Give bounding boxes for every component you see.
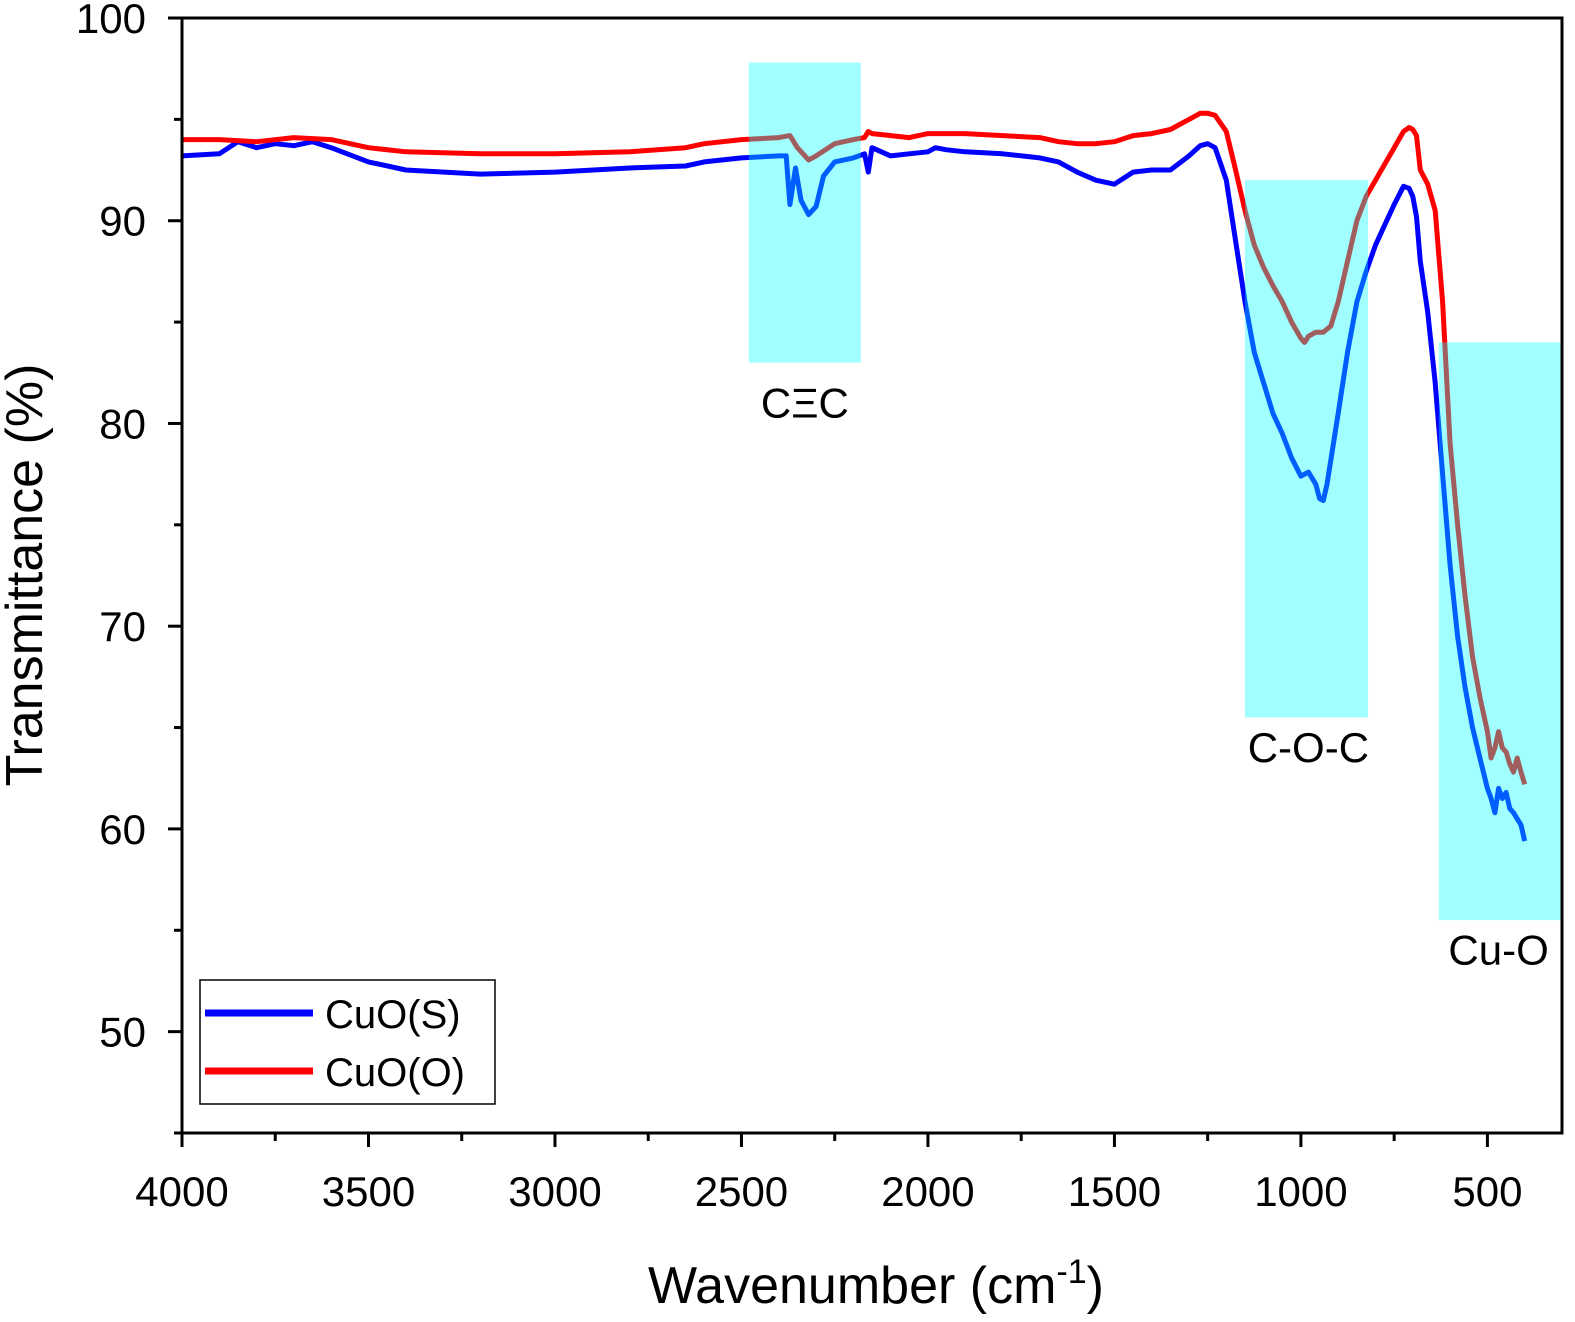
legend-box: [199, 979, 496, 1105]
x-axis: 4000 3500 3000 2500 2000 1500 1000 500: [135, 1133, 1522, 1215]
legend-label-cuo-o: CuO(O): [325, 1051, 465, 1095]
x-tick-label: 500: [1452, 1168, 1522, 1215]
band-c-o-c: [1244, 180, 1369, 718]
x-axis-title-main: Wavenumber (cm: [648, 1257, 1056, 1315]
x-tick-label: 1000: [1254, 1168, 1347, 1215]
x-tick-label: 3500: [322, 1168, 415, 1215]
y-axis-title: Transmittance (%): [0, 364, 54, 787]
x-tick-label: 4000: [135, 1168, 228, 1215]
y-tick-label: 100: [76, 0, 146, 42]
band-label-c-o-c: C-O-C: [1248, 724, 1369, 771]
y-tick-label: 60: [99, 806, 146, 853]
legend-label-cuo-s: CuO(S): [325, 993, 461, 1037]
legend: CuO(S) CuO(O): [199, 979, 496, 1105]
y-tick-label: 70: [99, 603, 146, 650]
annotation-labels: CΞC C-O-C Cu-O: [761, 379, 1549, 973]
band-label-c-c: CΞC: [761, 379, 849, 426]
x-axis-title-close: ): [1087, 1257, 1104, 1315]
x-tick-label: 1500: [1068, 1168, 1161, 1215]
x-tick-label: 2000: [881, 1168, 974, 1215]
series-lines: [181, 62, 1562, 921]
x-axis-title-superscript: -1: [1056, 1253, 1086, 1291]
band-label-cu-o: Cu-O: [1448, 927, 1548, 974]
x-tick-label: 2500: [695, 1168, 788, 1215]
x-axis-title: Wavenumber (cm-1): [648, 1253, 1104, 1315]
y-tick-label: 90: [99, 198, 146, 245]
y-axis: 50 60 70 80 90 100: [76, 0, 182, 1135]
y-tick-label: 80: [99, 400, 146, 447]
series-line-cuo-o: [182, 110, 1528, 786]
x-tick-label: 3000: [508, 1168, 601, 1215]
band-c-c: [748, 62, 861, 363]
y-tick-label: 50: [99, 1009, 146, 1056]
series-line-cuo-s: [181, 139, 1528, 842]
plot-frame: [180, 16, 1564, 1135]
band-cu-o: [1438, 342, 1562, 921]
